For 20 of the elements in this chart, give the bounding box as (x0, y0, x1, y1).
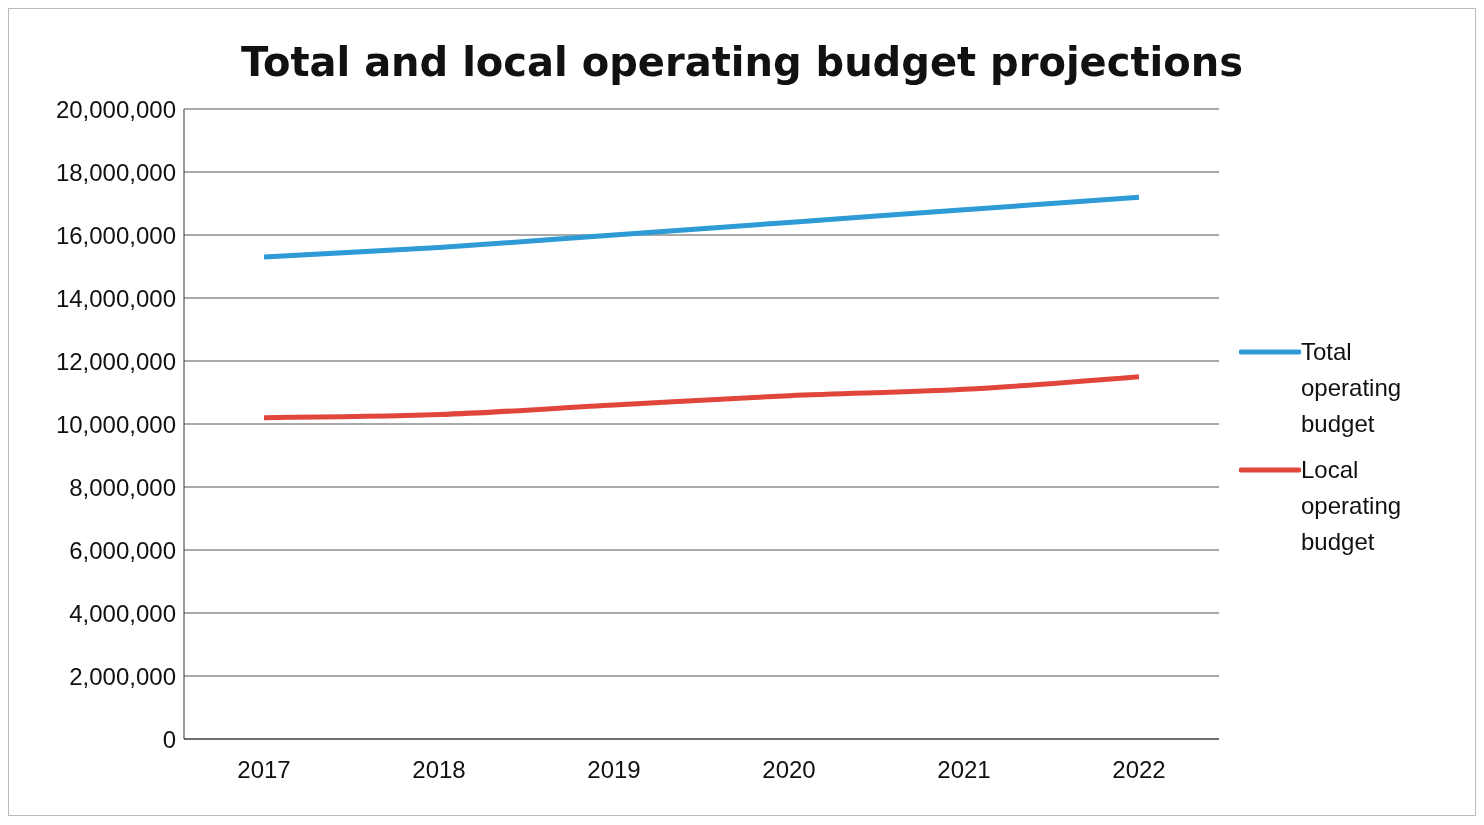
y-tick-label: 2,000,000 (69, 662, 176, 690)
x-tick-label: 2019 (587, 756, 641, 784)
y-tick-label: 4,000,000 (69, 599, 176, 627)
y-tick-label: 0 (162, 725, 176, 753)
legend-label: Local operating budget (1301, 455, 1403, 557)
x-tick-label: 2017 (237, 756, 291, 784)
y-tick-label: 10,000,000 (55, 410, 176, 438)
x-tick-label: 2021 (937, 756, 991, 784)
y-tick-label: 8,000,000 (69, 473, 176, 501)
x-tick-label: 2018 (412, 756, 466, 784)
y-tick-label: 18,000,000 (55, 158, 176, 186)
y-tick-label: 20,000,000 (55, 95, 176, 123)
y-tick-label: 6,000,000 (69, 536, 176, 564)
y-tick-label: 14,000,000 (55, 284, 176, 312)
x-tick-label: 2020 (762, 756, 816, 784)
y-tick-label: 16,000,000 (55, 221, 176, 249)
y-tick-label: 12,000,000 (55, 347, 176, 375)
x-tick-label: 2022 (1112, 756, 1166, 784)
chart-title: Total and local operating budget projections (239, 38, 1245, 87)
legend-label: Total operating budget (1301, 337, 1403, 439)
